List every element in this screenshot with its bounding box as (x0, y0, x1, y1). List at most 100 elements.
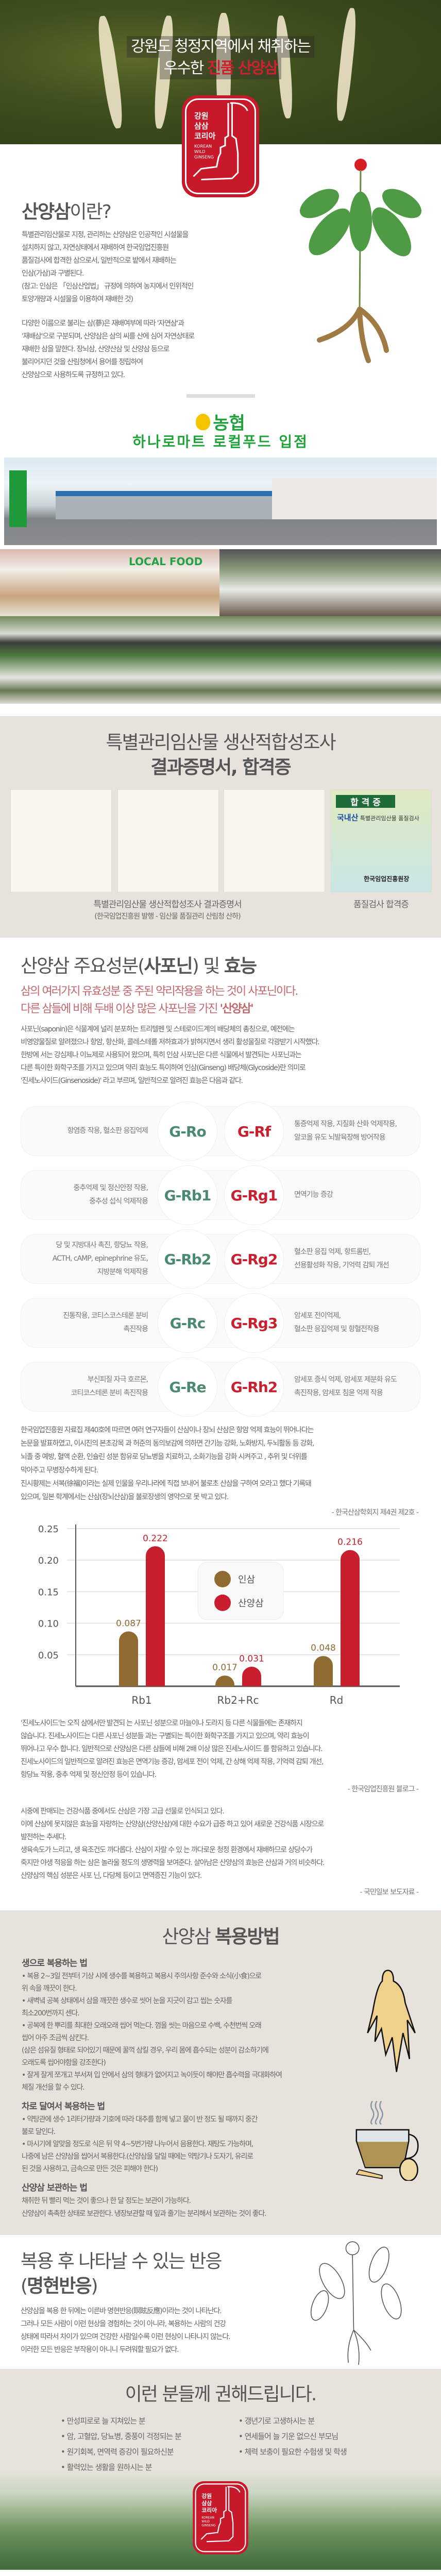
x-category-label: Rb1 (131, 1694, 151, 1706)
cert-caption-1: 특별관리임산물 생산적합성조사 결과증명서 (한국임업진흥원 발행 - 임산물 … (93, 900, 242, 921)
bar-wild-ginseng-Rb2+Rc (242, 1667, 261, 1686)
y-tick-label: 0.10 (38, 1619, 59, 1630)
ginsenoside-left-effect: 항염증 작용, 혈소판 응집억제 (67, 1127, 148, 1135)
recommend-list-right: • 갱년기로 고생하시는 분 • 연세들어 늘 기운 없으신 부모님 • 체력 보충… (239, 2416, 347, 2456)
ginsenoside-paragraph: '진세노사이드'는 오직 삼에서만 발견되 는 사포닌 성분으로 마늘이나 도라… (21, 1719, 324, 1779)
svg-text:강원: 강원 (194, 111, 209, 121)
reaction-section: 복용 후 나타날 수 있는 반응 (명현반응) 산양삼을 복용 한 뒤에는 이른… (0, 2235, 441, 2369)
ginsenoside-right-effect: 암세포 증식 억제, 암세포 제분화 유도 촉진작용, 암세포 침윤 억제 작용 (294, 1376, 397, 1397)
nh-logo: 농협 (0, 409, 441, 434)
ginsenoside-row (21, 1362, 420, 1412)
bar-ginseng-Rd (314, 1656, 333, 1686)
cert-section: 특별관리임산물 생산적합성조사 결과증명서, 합격증 합 격 증 국내산 특별관리… (0, 716, 441, 938)
svg-text:코리아: 코리아 (201, 2507, 217, 2514)
ginsenoside-left-effect: 중추억제 및 정신안정 작용, 중추성 섭식 억제작용 (73, 1184, 148, 1206)
ginsenoside-row (21, 1234, 420, 1284)
bar-wild-ginseng-Rd (341, 1550, 360, 1686)
legend (197, 1562, 284, 1620)
legend-label: 인삼 (238, 1574, 255, 1585)
research-section: 한국임업진흥원 자료집 제40호에 따르면 여러 연구자들이 산삼이나 장뇌 산… (0, 1420, 441, 1504)
pass-certificate[interactable]: 합 격 증 국내산 특별관리임산물 품질검사 한국임업진흥원장 (330, 789, 432, 892)
market-paragraph: 시중에 판매되는 건강식품 중에서도 산삼은 가장 고급 선물로 인식되고 있다… (21, 1807, 325, 1880)
bar-value-label: 0.048 (311, 1643, 336, 1653)
market-section: 시중에 판매되는 건강식품 중에서도 산삼은 가장 고급 선물로 인식되고 있다… (0, 1795, 441, 1883)
source-citation-3: - 국민일보 보도자료 - (360, 1888, 419, 1896)
saponin-highlight: 삼의 여러가지 유효성분 중 주된 약리작용을 하는 것이 사포닌이다. 다른 … (21, 985, 298, 1015)
bar-wild-ginseng-Rb1 (146, 1546, 165, 1686)
ginsenoside-badge: G-Rf (224, 1101, 284, 1161)
method-section: 산양삼 복용방법 생으로 복용하는 법 • 복용 2~3일 전부터 기상 시에 … (0, 1910, 441, 2235)
local-food-store-photo: LOCAL FOOD (0, 549, 219, 616)
ginseng-root-icon (367, 1970, 416, 2072)
intro-paragraph-1: 특별관리임산물로 지정, 관리하는 산양삼은 인공적인 시설물을 설치하지 않고,… (22, 231, 194, 303)
ginsenoside-badge: G-Rg1 (224, 1165, 284, 1225)
ginsenoside-list: 항염증 작용, 혈소판 응집억제 G-Ro G-Rf 통증억제 작용, 지질화 산화 … (0, 1101, 441, 1420)
cert-document-1[interactable] (10, 789, 112, 892)
raw-method-title: 생으로 복용하는 법 (22, 1958, 88, 1969)
store-section: 농협 하나로마트 로컬푸드 입점 (0, 382, 441, 452)
ginsenoside-badge: G-Rg3 (224, 1293, 284, 1353)
recommend-heading: 이런 분들께 권해드립니다. (125, 2384, 317, 2405)
ginsenoside-badge: G-Ro (158, 1101, 217, 1161)
y-tick-label: 0.15 (38, 1587, 59, 1598)
produce-display-photo (0, 616, 441, 704)
recommend-section: 이런 분들께 권해드립니다. • 만성피로로 늘 지쳐있는 분 • 암, 고혈압,… (0, 2369, 441, 2570)
reaction-paragraph: 산양삼을 복용 한 뒤에는 이른바 명현반응(瞑眩反應)이라는 것이 나타난다.… (21, 2307, 230, 2354)
reaction-heading: 복용 후 나타날 수 있는 반응 (명현반응) (21, 2251, 223, 2297)
raw-method-list: • 복용 2~3일 전부터 기상 시에 생수를 복용하고 복용시 주의사항 준수… (22, 1972, 282, 2092)
saponin-bar-chart: 0.05 0.10 0.15 0.20 0.25 Rb1 0.087 0.222 Rb2+Rc 0… (38, 1524, 400, 1706)
legend-swatch (214, 1571, 231, 1587)
legend-swatch (214, 1595, 231, 1611)
svg-text:WILD: WILD (194, 149, 206, 154)
ginseng-plant-image (300, 159, 421, 363)
cert-caption-2: 품질검사 합격증 (353, 900, 409, 910)
intro-heading: 산양삼이란? (22, 201, 112, 223)
svg-text:코리아: 코리아 (194, 131, 216, 141)
hero-image: 강원도 청정지역에서 채취하는 우수한 진품 산양삼 강원 삼삼 코리아 KOR… (0, 0, 441, 197)
ginsenoside-right-effect: 면역기능 증강 (294, 1191, 333, 1199)
cert-document-3[interactable] (224, 789, 325, 892)
ginsenoside-badge: G-Rb1 (158, 1165, 217, 1225)
ginseng-sketch-image (310, 2241, 402, 2365)
ginsenoside-badge: G-Rg2 (224, 1229, 284, 1289)
ginsenoside-left-effect: 당 및 지방대사 촉진, 항당뇨 작용, ACTH, cAMP, epinephr… (52, 1241, 148, 1276)
source-citation-2: - 한국임업진흥원 블로그 - (347, 1785, 419, 1793)
ginsenoside-badge: G-Rc (158, 1293, 217, 1353)
ginsenoside-right-effect: 혈소판 응집 억제, 항트롬빈, 선용활성화 작용, 기억력 감퇴 개선 (294, 1248, 389, 1269)
source-citation-1: - 한국산삼학회지 제4권 제2호 - (331, 1509, 419, 1517)
storage-text: 채취한 뒤 빨리 먹는 것이 좋으나 한 달 정도는 보관이 가능하다. 산양삼이… (22, 2197, 267, 2218)
ginsenoside-badge: G-Rb2 (158, 1229, 217, 1289)
cert-gallery: 합 격 증 국내산 특별관리임산물 품질검사 한국임업진흥원장 (0, 789, 441, 892)
x-category-label: Rd (330, 1694, 344, 1706)
tea-cup-icon (355, 2101, 419, 2181)
svg-text:GINSENG: GINSENG (194, 154, 214, 159)
research-paragraph: 한국임업진흥원 자료집 제40호에 따르면 여러 연구자들이 산삼이나 장뇌 산… (21, 1426, 314, 1501)
saponin-heading: 산양삼 주요성분(사포닌) 및 효능 (21, 956, 257, 977)
y-tick-label: 0.25 (38, 1524, 59, 1535)
recommend-list-left: • 만성피로로 늘 지쳐있는 분 • 암, 고혈압, 당뇨병, 중풍이 걱정되는 … (61, 2416, 182, 2472)
legend-label: 산양삼 (238, 1598, 264, 1609)
svg-text:GINSENG: GINSENG (201, 2524, 216, 2528)
ginsenoside-right-effect: 암세포 전이억제, 혈소판 응집억제 및 항혈전작용 (294, 1312, 380, 1333)
y-tick-label: 0.05 (38, 1650, 59, 1661)
bar-value-label: 0.017 (212, 1663, 238, 1673)
ginseng-shelf-photo (219, 549, 441, 616)
cert-document-2[interactable] (117, 789, 219, 892)
svg-text:KOREAN: KOREAN (194, 143, 212, 148)
intro-section: 산양삼이란? 특별관리임산물로 지정, 관리하는 산양삼은 인공적인 시설물을 설… (0, 144, 441, 382)
ginsenoside-row (21, 1170, 420, 1220)
storage-title: 산양삼 보관하는 법 (22, 2183, 88, 2193)
svg-text:WILD: WILD (201, 2520, 210, 2523)
bar-value-label: 0.216 (337, 1537, 363, 1548)
svg-text:강원: 강원 (201, 2493, 212, 2499)
bar-value-label: 0.222 (143, 1533, 168, 1544)
tea-method-list: • 약탕관에 생수 1리터가량과 기호에 따라 대추를 함께 넣고 물이 반 정… (22, 2115, 258, 2173)
saponin-paragraph: 사포닌(saponin)은 식물계에 널리 분포하는 트리텔펜 및 스테로이드계… (21, 1025, 320, 1085)
method-heading: 산양삼 복용방법 (162, 1926, 280, 1947)
ginsenoside-row (21, 1106, 420, 1156)
store-exterior-photo (4, 457, 437, 545)
intro-paragraph-2: 다양한 이름으로 불리는 삼(蔘)은 재배여부에 따라 '자연삼'과 '재배삼'으… (22, 319, 195, 379)
ginsenoside-row (21, 1298, 420, 1348)
x-category-label: Rb2+Rc (217, 1694, 259, 1706)
ginsenoside-badge: G-Re (158, 1357, 217, 1417)
